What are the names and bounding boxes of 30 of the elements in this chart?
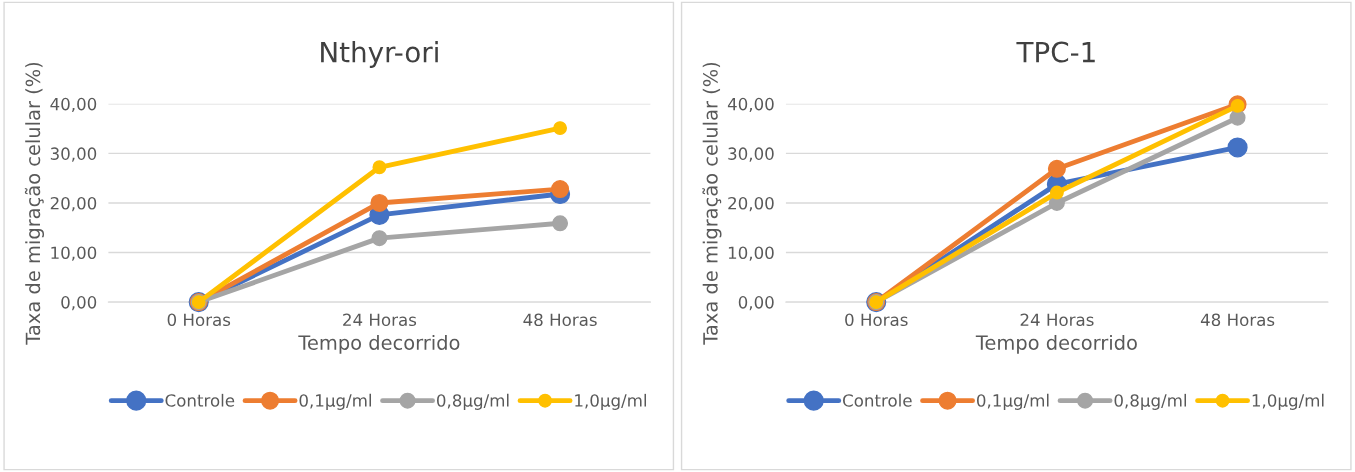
x-axis-title: Tempo decorrido	[975, 334, 1137, 354]
legend-label: 0,1µg/ml	[976, 393, 1049, 410]
legend-label: Controle	[165, 393, 235, 407]
x-tick-label: 48 Horas	[523, 313, 597, 327]
y-tick-label: 20,00	[50, 196, 97, 212]
y-tick-label: 40,00	[50, 97, 97, 113]
y-axis-title: Taxa de migração celular (%)	[702, 62, 722, 345]
x-tick-label: 48 Horas	[1200, 313, 1275, 327]
y-tick-label: 10,00	[728, 246, 774, 261]
y-tick-label: 30,00	[728, 147, 774, 162]
chart-title: Nthyr-ori	[321, 41, 438, 68]
legend-label: 0,1µg/ml	[299, 393, 371, 410]
y-tick-label: 10,00	[51, 246, 97, 261]
x-tick-label: 0 Horas	[845, 313, 908, 327]
legend-label: 1,0µg/ml	[575, 393, 646, 410]
y-tick-label: 30,00	[50, 147, 97, 162]
legend-label: Controle	[843, 393, 912, 407]
y-tick-label: 0,00	[738, 296, 774, 311]
legend-label: 0,8µg/ml	[1114, 393, 1186, 410]
y-tick-label: 0,00	[61, 296, 97, 311]
legend-label: 0,8µg/ml	[436, 393, 509, 410]
y-tick-label: 20,00	[728, 196, 774, 212]
y-axis-title: Taxa de migração celular (%)	[24, 62, 45, 345]
x-tick-label: 24 Horas	[1020, 313, 1094, 327]
y-tick-label: 40,00	[727, 97, 774, 113]
x-tick-label: 24 Horas	[343, 313, 417, 327]
legend-label: 1,0µg/ml	[1252, 393, 1324, 410]
x-axis-title: Tempo decorrido	[298, 334, 460, 354]
x-tick-label: 0 Horas	[167, 313, 231, 327]
chart-title: TPC-1	[1016, 41, 1095, 63]
